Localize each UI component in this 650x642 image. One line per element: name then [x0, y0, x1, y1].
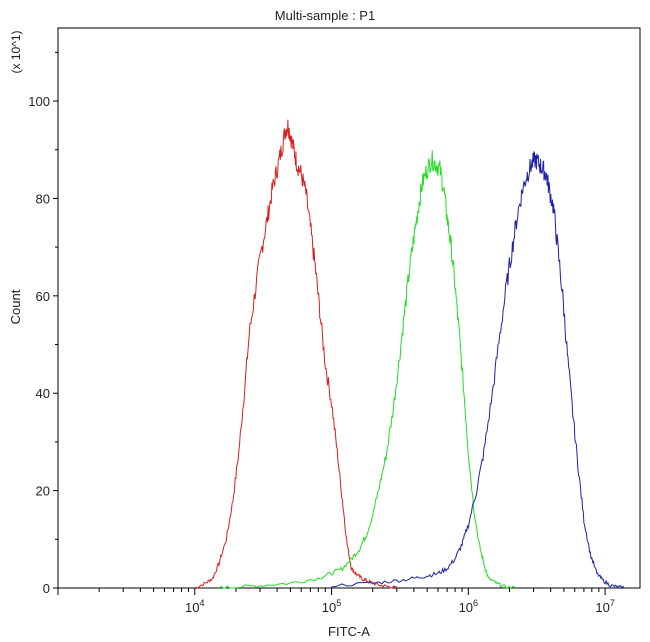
x-tick-label: 104: [185, 598, 204, 615]
series-line-1: [194, 119, 398, 589]
series-line-2: [218, 150, 516, 589]
series-line-3: [331, 150, 626, 590]
y-tick-label: 0: [43, 581, 50, 596]
y-tick-label: 80: [36, 191, 50, 206]
x-tick-label: 107: [595, 598, 614, 615]
y-axis: 0 20 40 60 80 100: [28, 51, 58, 596]
x-axis-title: FITC-A: [328, 624, 370, 639]
plot-area-frame: [57, 27, 641, 589]
series-layer: [194, 119, 626, 590]
x-tick-label: 105: [322, 598, 341, 615]
y-scale-note: (x 10^1): [9, 31, 23, 74]
y-tick-label: 40: [36, 386, 50, 401]
y-tick-label: 60: [36, 289, 50, 304]
x-tick-label: 106: [459, 598, 478, 615]
x-axis: 104 105 106 107: [57, 588, 615, 615]
chart-title: Multi-sample : P1: [275, 8, 375, 23]
y-axis-title: Count: [8, 289, 23, 324]
y-tick-label: 20: [36, 484, 50, 499]
y-tick-label: 100: [28, 94, 50, 109]
